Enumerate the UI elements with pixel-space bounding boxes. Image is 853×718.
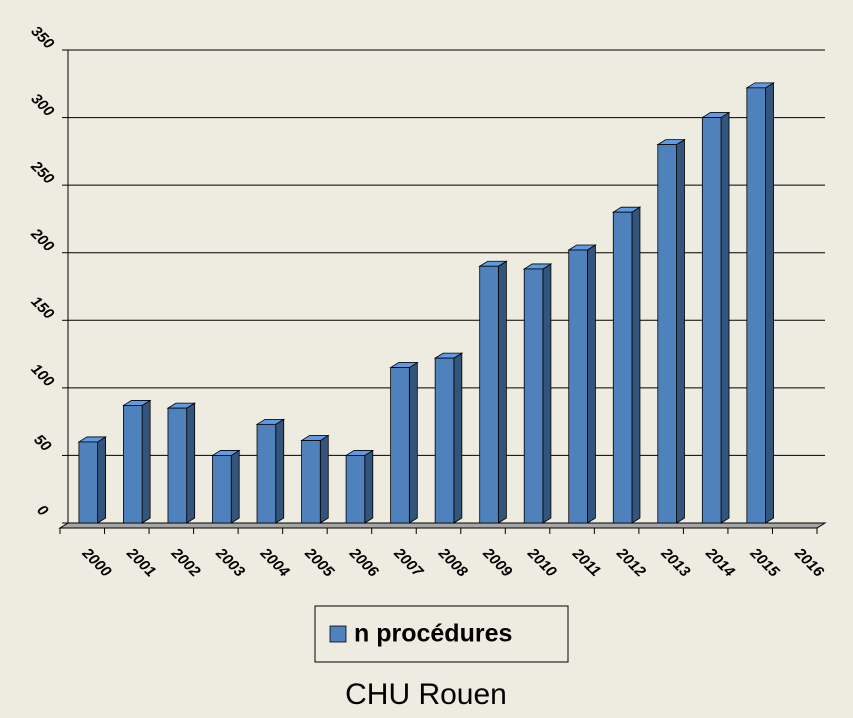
bar-side: [587, 244, 596, 524]
bar-front: [434, 357, 455, 524]
bar: [300, 434, 330, 524]
legend-box: [314, 605, 569, 663]
bar-side: [720, 111, 730, 524]
bar-side: [230, 449, 240, 524]
floor: [58, 522, 827, 529]
bar-front: [212, 455, 232, 524]
bar-side: [364, 449, 374, 524]
legend-label: n procédures: [354, 620, 512, 648]
bar-front: [479, 265, 499, 524]
bar: [656, 138, 686, 524]
bar-side: [97, 436, 107, 524]
bar: [389, 361, 419, 524]
bar-front: [390, 367, 410, 524]
bar: [77, 436, 108, 524]
bar: [522, 263, 553, 524]
bar-side: [319, 434, 329, 524]
bar-front: [612, 211, 633, 524]
bar-front: [345, 455, 366, 524]
bar-side: [186, 402, 196, 524]
bar-side: [676, 138, 685, 524]
bar-front: [123, 405, 143, 524]
chart-title: CHU Rouen: [345, 678, 507, 711]
bar-front: [568, 249, 588, 524]
bar: [166, 402, 197, 524]
bar-side: [542, 263, 552, 524]
legend: n procédures: [314, 605, 569, 663]
bar-front: [523, 268, 544, 524]
bar-front: [301, 440, 321, 524]
bar-side: [453, 352, 463, 524]
bar-front: [167, 407, 188, 524]
bar-front: [78, 441, 99, 524]
bar-side: [275, 418, 285, 524]
bar-side: [497, 260, 507, 524]
bar-side: [765, 82, 774, 524]
bar: [255, 418, 286, 524]
bar-side: [631, 206, 641, 524]
bar: [611, 206, 642, 524]
bar-front: [746, 87, 766, 524]
bar-front: [256, 423, 277, 524]
bar-side: [408, 361, 418, 524]
bar: [478, 260, 508, 524]
bar: [211, 449, 241, 524]
bar: [433, 352, 464, 524]
bar: [567, 244, 597, 524]
bar: [122, 399, 152, 524]
bar-front: [701, 117, 722, 524]
legend-swatch: [329, 625, 347, 643]
bar-side: [141, 399, 151, 524]
bar: [700, 111, 731, 524]
bar: [745, 82, 775, 524]
bar-front: [657, 144, 677, 524]
bar: [344, 449, 375, 524]
